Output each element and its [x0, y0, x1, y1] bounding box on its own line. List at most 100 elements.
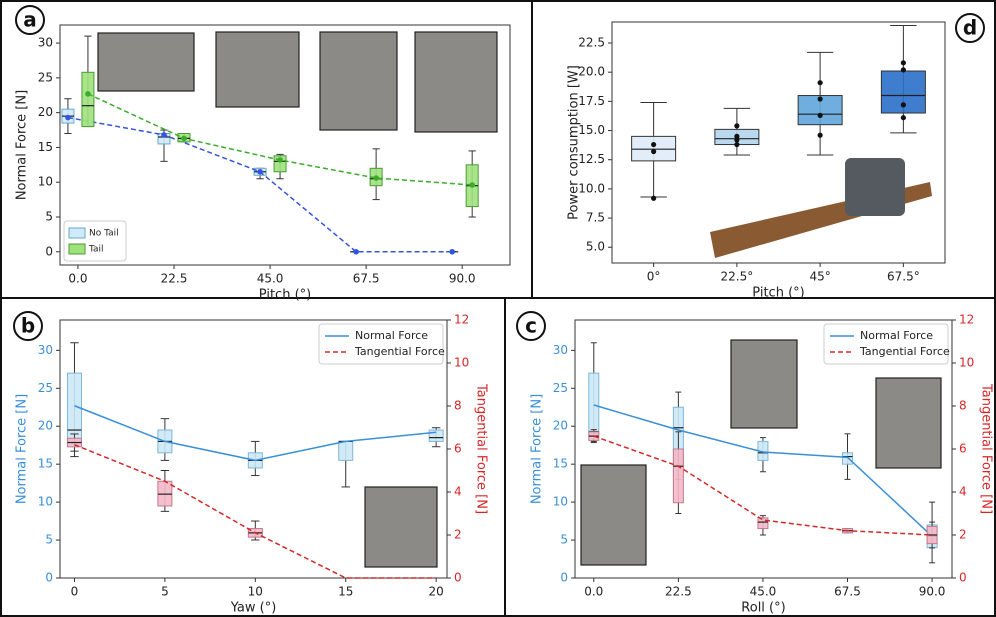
mean-marker — [353, 248, 359, 255]
y2-tick-label: 12 — [959, 313, 974, 327]
y-tick-label: 20 — [553, 419, 568, 433]
y-tick-label: 7.5 — [586, 211, 605, 225]
y-tick-label: 20 — [38, 419, 53, 433]
panel-letter: a — [23, 8, 37, 32]
photos — [97, 31, 942, 568]
data-point — [900, 115, 906, 121]
photo — [730, 339, 798, 429]
x-tick-label: 15 — [338, 585, 353, 599]
y-tick-label: 15 — [38, 457, 53, 471]
x-tick-label: 90.0 — [919, 585, 946, 599]
panel-letter: d — [963, 16, 977, 40]
y-tick-label: 5.0 — [586, 240, 605, 254]
photo — [97, 32, 195, 92]
y2-tick-label: 6 — [454, 442, 462, 456]
y2-tick-label: 12 — [454, 313, 469, 327]
mean-line — [593, 435, 933, 536]
y-tick-label: 10 — [38, 175, 53, 189]
box — [842, 452, 854, 465]
panel-badge — [13, 311, 43, 341]
data-point — [651, 141, 657, 148]
box — [757, 517, 769, 530]
x-tick-label: 45.0 — [257, 272, 284, 286]
mean-marker — [65, 114, 71, 121]
box — [672, 448, 684, 504]
panel-badge — [955, 13, 985, 43]
y-tick-label: 5 — [45, 210, 53, 224]
x-tick-label: 67.5 — [834, 585, 861, 599]
mean-marker — [469, 182, 475, 188]
x-tick-label: 20 — [429, 585, 444, 599]
legend-box — [823, 323, 949, 365]
x-tick-label: 22.5° — [721, 270, 754, 284]
y2-tick-label: 8 — [454, 399, 462, 413]
data-point — [817, 96, 823, 102]
data-point — [734, 123, 740, 129]
x-tick-label: 10 — [248, 585, 263, 599]
box — [81, 71, 95, 128]
mean-marker — [277, 157, 283, 163]
data-point — [900, 67, 906, 73]
data-point — [651, 195, 657, 201]
data-point — [900, 102, 906, 108]
x-tick-label: 5 — [161, 585, 169, 599]
y-tick-label: 20 — [38, 105, 53, 119]
plot-frame — [611, 21, 946, 264]
y-tick-label: 15 — [553, 457, 568, 471]
legend-label: Tangential Force — [354, 345, 445, 358]
x-tick-label: 0.0 — [584, 585, 603, 599]
legend-label: Tangential Force — [859, 345, 950, 358]
y2-tick-label: 6 — [959, 442, 967, 456]
y-tick-label: 25 — [553, 381, 568, 395]
data-point — [817, 80, 823, 86]
mean-marker — [85, 91, 91, 97]
panel-letter: c — [525, 314, 537, 338]
y2-tick-label: 4 — [454, 485, 462, 499]
mean-line — [74, 444, 437, 579]
photo — [319, 31, 398, 131]
y-axis-label: Power consumption [W] — [567, 65, 582, 220]
mean-marker — [373, 175, 379, 181]
x-tick-label: 22.5 — [665, 585, 692, 599]
box — [588, 372, 600, 435]
x-axis-label: Roll (°) — [741, 601, 785, 616]
photo — [875, 377, 942, 469]
x-tick-label: 0° — [647, 270, 661, 284]
data-point — [817, 132, 823, 138]
y2-axis-label: Tangential Force [N] — [979, 383, 994, 514]
mean-line — [74, 405, 437, 462]
legend-label: Normal Force — [355, 329, 428, 342]
y-tick-label: 25 — [38, 381, 53, 395]
legend-label: No Tail — [89, 229, 119, 239]
photo — [215, 31, 300, 108]
y2-tick-label: 8 — [959, 399, 967, 413]
y2-tick-label: 0 — [959, 571, 967, 585]
x-axis-label: Pitch (°) — [259, 288, 311, 303]
legend-box — [63, 220, 127, 262]
photo — [414, 31, 498, 133]
data-point — [900, 60, 906, 66]
y-tick-label: 5 — [560, 533, 568, 547]
y-tick-label: 30 — [38, 36, 53, 50]
y-tick-label: 17.5 — [578, 94, 605, 108]
y-tick-label: 0 — [560, 571, 568, 585]
panel-badge — [15, 5, 45, 35]
y2-tick-label: 2 — [454, 528, 462, 542]
data-point — [734, 137, 740, 143]
y-tick-label: 10 — [553, 495, 568, 509]
y2-tick-label: 0 — [454, 571, 462, 585]
y-tick-label: 0 — [45, 244, 53, 258]
mean-marker — [161, 132, 167, 138]
box — [428, 429, 444, 442]
y-tick-label: 5 — [45, 533, 53, 547]
y-axis-label: Normal Force [N] — [15, 90, 30, 200]
data-point — [651, 148, 657, 155]
y-axis-label: Normal Force [N] — [530, 394, 545, 504]
y-tick-label: 0 — [45, 571, 53, 585]
y-tick-label: 15 — [38, 140, 53, 154]
y-tick-label: 12.5 — [578, 152, 605, 166]
legend-swatch — [68, 243, 86, 255]
